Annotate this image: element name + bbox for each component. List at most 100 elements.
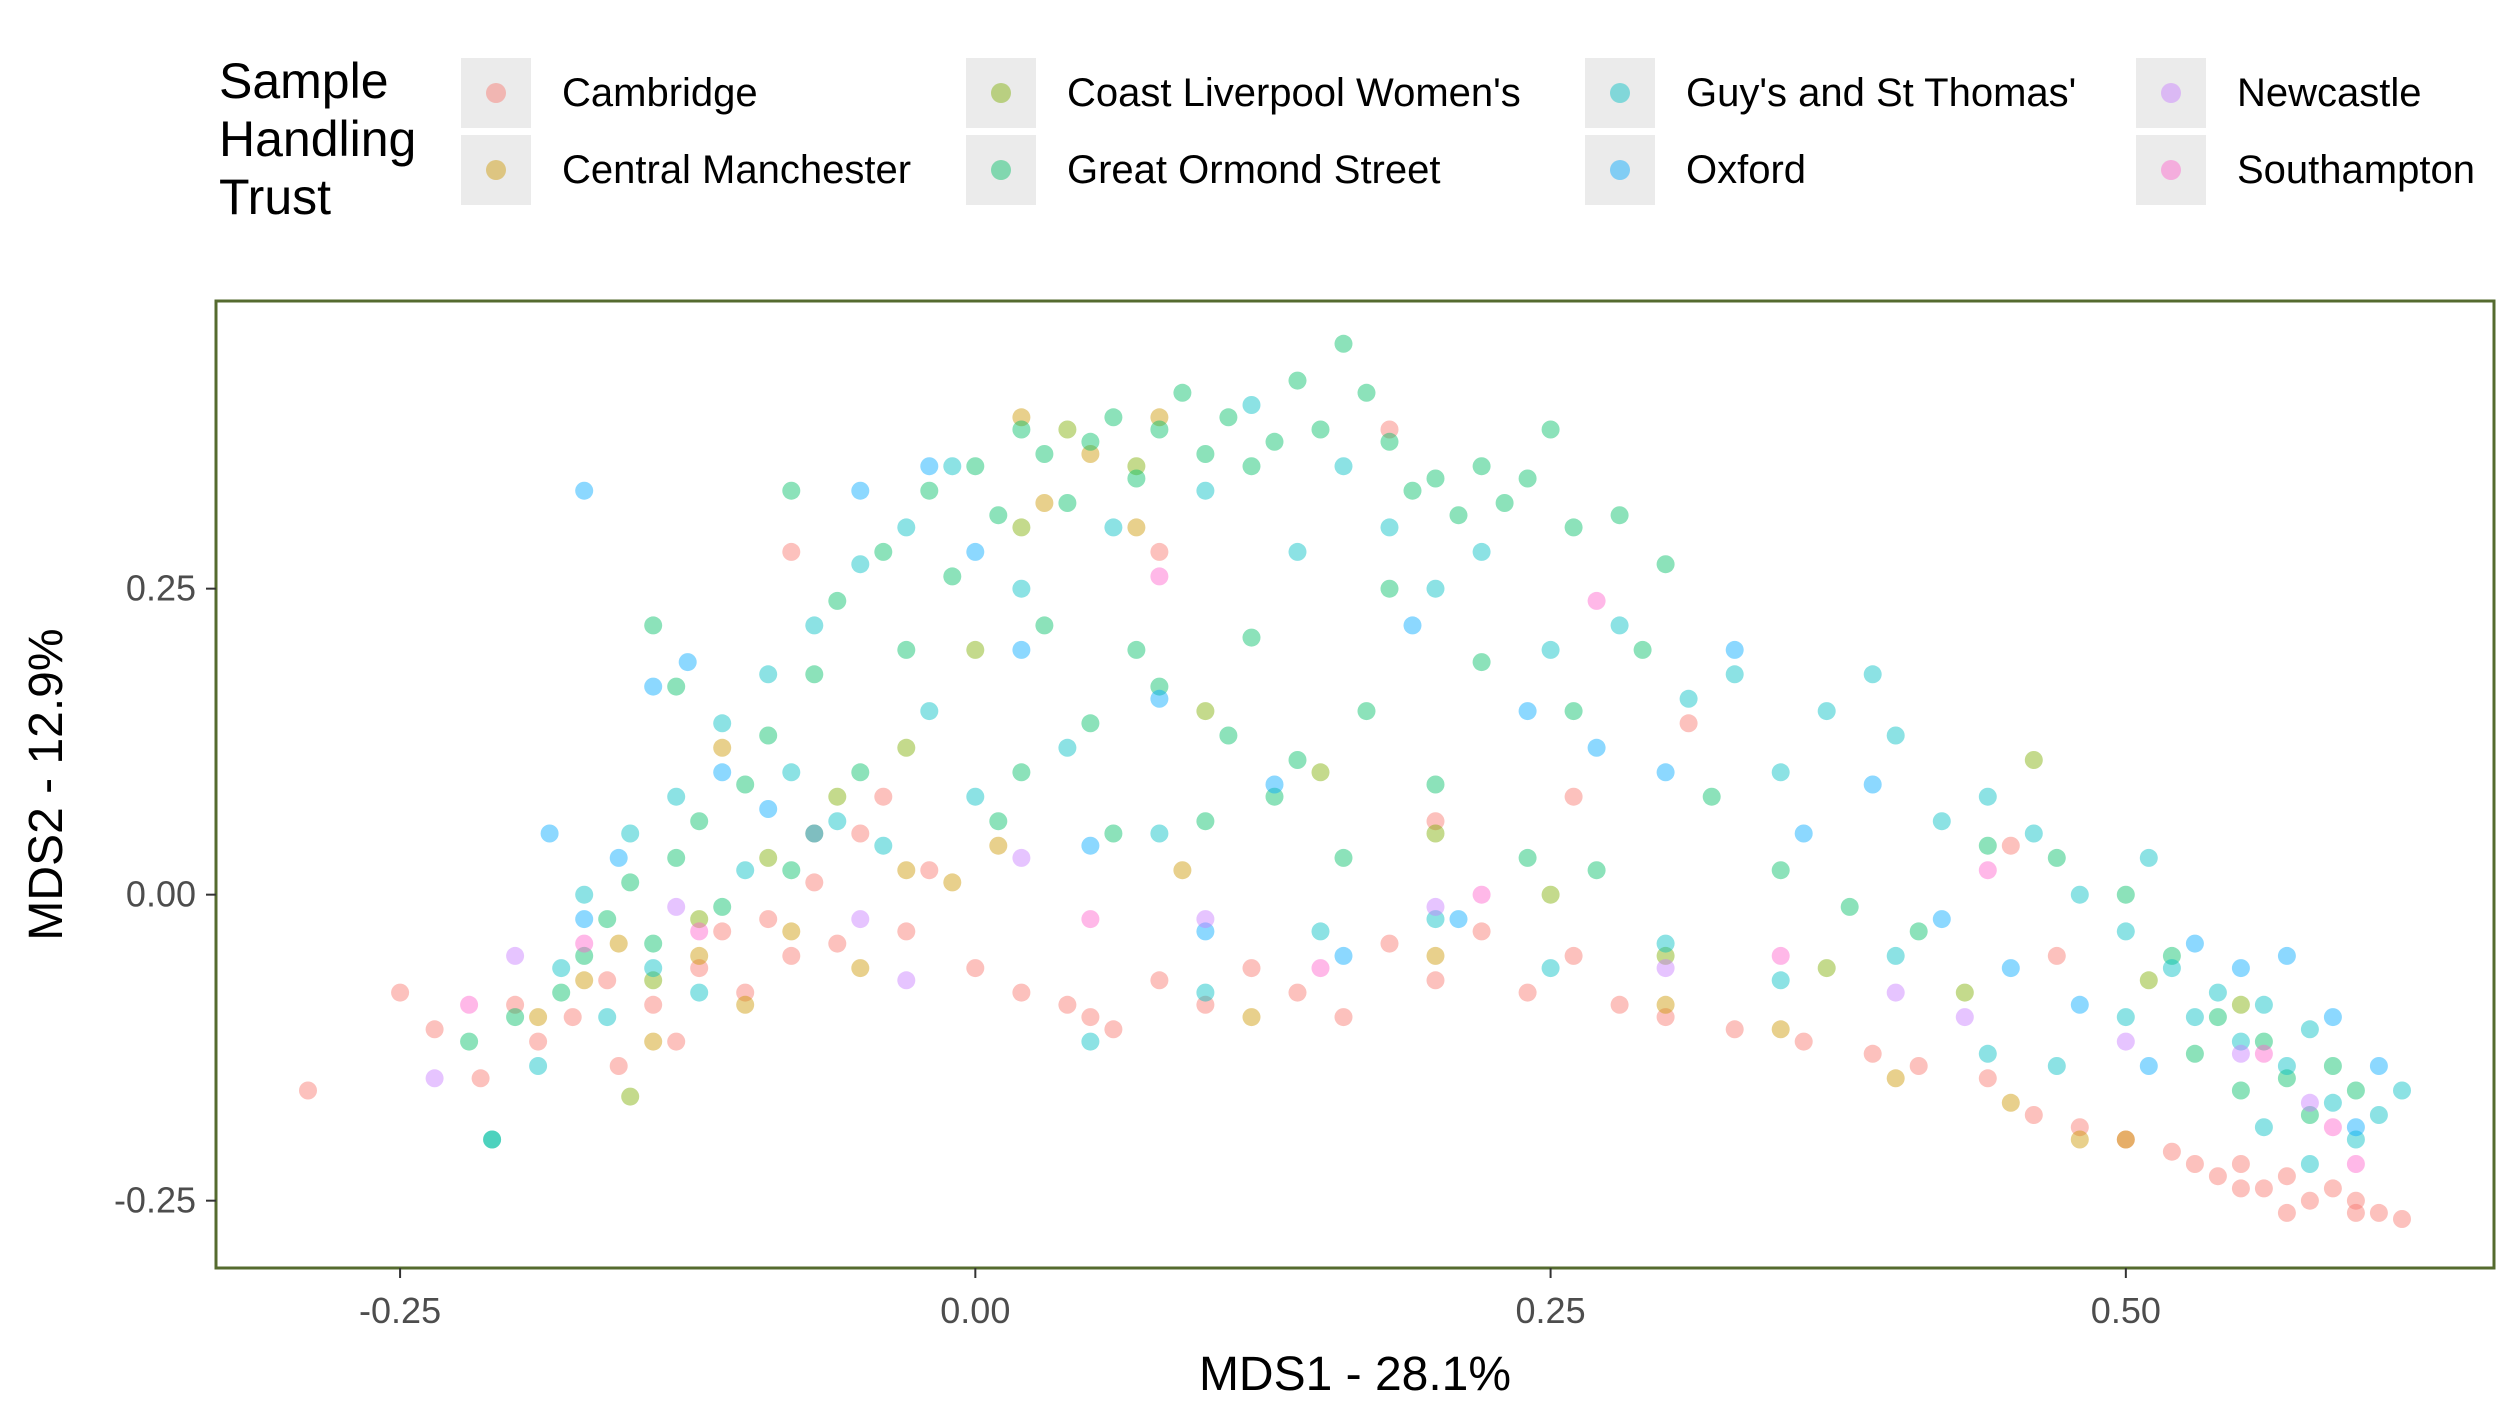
data-point (667, 1032, 686, 1051)
data-point (609, 1057, 628, 1075)
data-point (1334, 946, 1353, 965)
data-point (506, 995, 525, 1014)
data-point (1265, 775, 1284, 794)
data-point (2070, 1130, 2089, 1149)
data-point (621, 824, 640, 843)
data-point (2001, 959, 2020, 978)
data-point (2231, 1179, 2250, 1198)
data-point (425, 1069, 444, 1088)
data-point (1932, 812, 1951, 831)
data-point (1909, 1057, 1928, 1075)
data-point (1380, 420, 1399, 439)
data-point (759, 800, 778, 818)
data-point (1081, 432, 1100, 451)
data-point (644, 934, 663, 953)
series-5 (540, 457, 2388, 1137)
series-6 (425, 848, 2319, 1112)
data-point (598, 910, 617, 929)
legend-title: Sample Handling Trust (219, 53, 417, 225)
data-point (678, 653, 697, 672)
data-point (1541, 959, 1560, 978)
data-point (805, 824, 824, 843)
data-point (667, 897, 686, 916)
data-point (2070, 885, 2089, 904)
legend-label: Cambridge (562, 70, 758, 115)
data-point (2162, 959, 2181, 978)
data-point (1104, 824, 1123, 843)
data-point (1541, 885, 1560, 904)
data-point (1587, 861, 1606, 880)
x-tick-label: 0.25 (1516, 1290, 1586, 1331)
data-point (2047, 848, 2066, 867)
data-point (782, 481, 801, 500)
data-point (2208, 983, 2227, 1002)
data-point (1196, 995, 1215, 1014)
data-point (2300, 1155, 2319, 1173)
data-point (1288, 751, 1307, 769)
data-point (1150, 567, 1169, 586)
series-2 (621, 420, 2250, 1106)
data-point (2116, 1032, 2135, 1051)
series-4 (483, 396, 2411, 1173)
data-point (920, 861, 939, 880)
data-point (1886, 983, 1905, 1002)
legend-key (966, 135, 1036, 205)
data-point (1886, 946, 1905, 965)
data-point (2231, 1032, 2250, 1051)
data-point (1403, 616, 1422, 635)
data-point (1012, 579, 1031, 598)
data-point (1081, 910, 1100, 929)
data-point (2162, 946, 2181, 965)
data-point (782, 946, 801, 965)
data-point (1265, 432, 1284, 451)
data-point (667, 677, 686, 696)
data-point (1196, 910, 1215, 929)
series-1 (529, 408, 2135, 1149)
data-point (1012, 640, 1031, 659)
data-point (1610, 995, 1629, 1014)
data-point (690, 910, 709, 929)
data-point (1196, 922, 1215, 941)
data-point (2393, 1081, 2411, 1100)
data-point (897, 922, 916, 941)
data-point (1656, 959, 1675, 978)
data-point (2277, 1167, 2296, 1186)
data-point (1196, 445, 1215, 463)
data-point (943, 567, 962, 586)
data-point (1058, 494, 1077, 512)
legend-entry: Oxford (1585, 135, 1806, 205)
data-point (759, 910, 778, 929)
data-point (1725, 665, 1744, 684)
data-point (2277, 1057, 2296, 1075)
data-point (2300, 1093, 2319, 1112)
data-point (1886, 726, 1905, 745)
data-point (2116, 1008, 2135, 1027)
data-point (1242, 396, 1261, 414)
data-point (1150, 542, 1169, 561)
y-tick-label: 0.00 (126, 874, 196, 915)
data-point (1656, 934, 1675, 953)
data-point (1978, 787, 1997, 806)
data-point (805, 873, 824, 892)
data-point (1196, 481, 1215, 500)
data-point (2047, 946, 2066, 965)
data-point (1012, 408, 1031, 427)
data-point (1173, 383, 1192, 402)
data-point (1863, 775, 1882, 794)
data-point (874, 542, 893, 561)
data-point (1288, 983, 1307, 1002)
data-point (299, 1081, 317, 1100)
data-point (1081, 1008, 1100, 1027)
data-point (1426, 775, 1445, 794)
data-point (575, 885, 594, 904)
data-point (471, 1069, 490, 1088)
data-point (1817, 702, 1836, 721)
data-point (1771, 861, 1790, 880)
data-point (529, 1008, 548, 1027)
data-point (690, 983, 709, 1002)
legend-label: Great Ormond Street (1067, 147, 1441, 192)
data-point (2139, 971, 2158, 990)
data-point (1587, 591, 1606, 610)
data-point (2231, 959, 2250, 978)
